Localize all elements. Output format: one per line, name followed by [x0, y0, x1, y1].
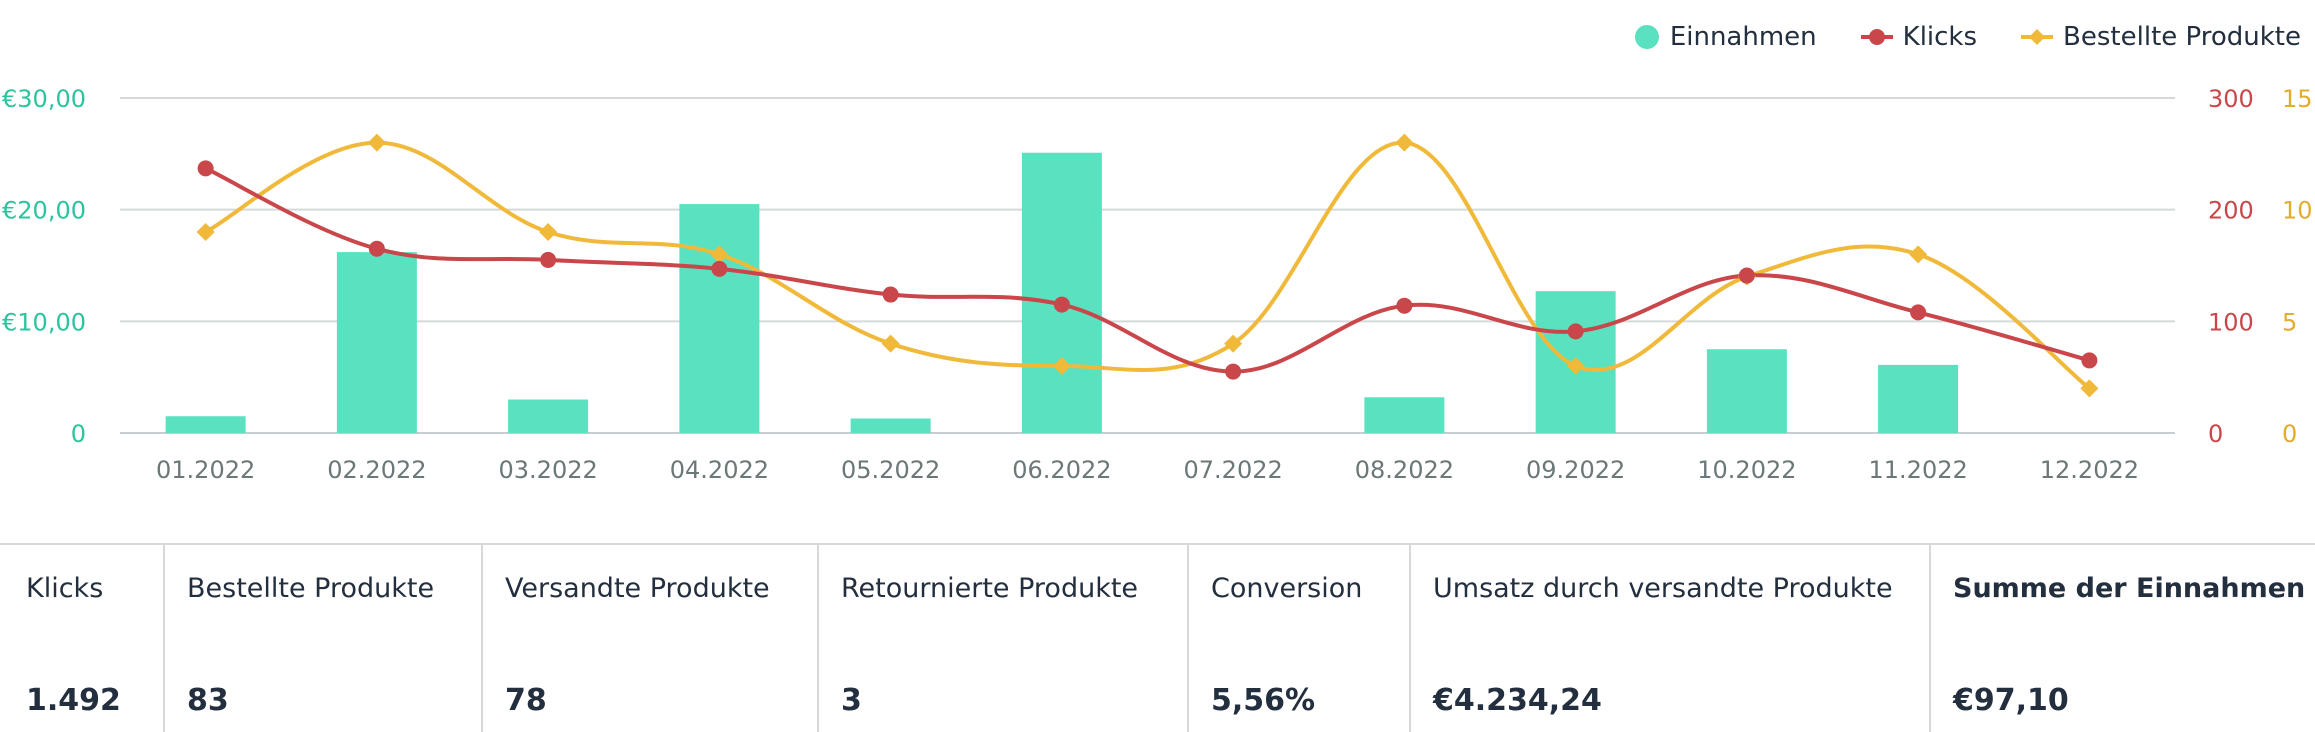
legend-label-clicks: Klicks [1902, 22, 1978, 52]
x-axis-tick-label: 04.2022 [670, 456, 769, 484]
point-klicks [711, 260, 728, 277]
right-axis-clicks-tick-label: 200 [2208, 197, 2254, 225]
metric-value: 5,56% [1211, 683, 1316, 718]
metric-label: Conversion [1211, 573, 1363, 604]
x-axis-tick-label: 09.2022 [1526, 456, 1625, 484]
legend-item-ordered[interactable]: Bestellte Produkte [2021, 22, 2301, 52]
point-klicks [1053, 296, 1070, 313]
x-axis-tick-label: 07.2022 [1184, 456, 1283, 484]
metric-label: Umsatz durch versandte Produkte [1433, 573, 1893, 604]
metric-label: Retournierte Produkte [841, 573, 1139, 604]
legend-item-revenue[interactable]: Einnahmen [1634, 22, 1817, 52]
point-klicks [1567, 323, 1584, 340]
x-axis-tick-label: 02.2022 [327, 456, 426, 484]
point-bestellte-produkte [881, 334, 900, 353]
bar-einnahmen [165, 416, 246, 433]
x-axis-tick-label: 11.2022 [1869, 456, 1968, 484]
point-klicks [1738, 267, 1755, 284]
chart-canvas: 0 €10,00 €20,00 €30,00 0 100 200 300 0 5 10 15 01.20… [2, 85, 2313, 484]
point-klicks [1396, 297, 1413, 314]
line-klicks [204, 166, 2090, 374]
right-axis-ordered-tick-label: 10 [2282, 197, 2313, 225]
point-klicks [197, 160, 214, 177]
x-axis-tick-label: 06.2022 [1012, 456, 1111, 484]
metric-label: Summe der Einnahmen [1953, 573, 2306, 604]
legend-line-circle-icon [1860, 29, 1893, 45]
point-klicks [882, 286, 899, 303]
metric-value: 83 [187, 683, 229, 718]
left-axis-tick-label: €30,00 [2, 85, 86, 113]
metric-label: Versandte Produkte [505, 573, 770, 604]
point-klicks [2081, 352, 2098, 369]
point-bestellte-produkte [367, 133, 386, 152]
left-axis-tick-label: €10,00 [2, 308, 86, 336]
right-axis-ordered-tick-label: 15 [2282, 85, 2313, 113]
metric-returned-products: Retournierte Produkte 3 [819, 545, 1189, 732]
point-bestellte-produkte [196, 223, 215, 241]
metric-value: 78 [505, 683, 547, 718]
point-bestellte-produkte [1224, 334, 1243, 353]
legend-label-ordered: Bestellte Produkte [2063, 22, 2301, 52]
bar-einnahmen [1878, 364, 1959, 433]
right-axis-ordered-tick-label: 5 [2282, 308, 2297, 336]
legend-line-diamond-icon [2021, 29, 2054, 45]
x-axis-tick-label: 10.2022 [1697, 456, 1796, 484]
point-bestellte-produkte [1909, 245, 1928, 264]
point-bestellte-produkte [1052, 357, 1071, 375]
x-axis-tick-label: 05.2022 [841, 456, 940, 484]
right-axis-clicks-tick-label: 300 [2208, 85, 2254, 113]
metric-ordered-products: Bestellte Produkte 83 [165, 545, 483, 732]
x-axis-tick-label: 01.2022 [156, 456, 255, 484]
metric-conversion: Conversion 5,56% [1189, 545, 1411, 732]
metric-revenue-shipped: Umsatz durch versandte Produkte €4.234,2… [1411, 545, 1931, 732]
legend-circle-icon [1634, 25, 1659, 49]
point-bestellte-produkte [539, 223, 558, 241]
point-bestellte-produkte [710, 245, 729, 264]
left-axis-tick-label: €20,00 [2, 197, 86, 225]
metric-value: €4.234,24 [1433, 683, 1602, 718]
right-axis-ordered-tick-label: 0 [2282, 420, 2297, 448]
point-bestellte-produkte [1566, 357, 1585, 375]
legend-item-clicks[interactable]: Klicks [1860, 22, 1978, 52]
metric-value: €97,10 [1953, 683, 2069, 718]
x-axis-tick-label: 12.2022 [2040, 456, 2139, 484]
bar-einnahmen [1706, 349, 1787, 433]
bar-einnahmen [1364, 397, 1445, 433]
metric-label: Bestellte Produkte [187, 573, 435, 604]
point-bestellte-produkte [1395, 133, 1414, 152]
right-axis-clicks-tick-label: 0 [2208, 420, 2223, 448]
point-klicks [368, 240, 385, 257]
bar-einnahmen [336, 252, 417, 433]
point-klicks [1225, 363, 1242, 380]
line-bestellte-produkte [204, 140, 2091, 390]
performance-chart: 0 €10,00 €20,00 €30,00 0 100 200 300 0 5 10 15 01.20… [2, 22, 2313, 484]
bar-einnahmen [850, 418, 931, 433]
metric-value: 3 [841, 683, 862, 718]
x-axis-tick-label: 03.2022 [499, 456, 598, 484]
point-bestellte-produkte [2080, 379, 2099, 398]
x-axis-tick-label: 08.2022 [1355, 456, 1454, 484]
metric-clicks: Klicks 1.492 [0, 545, 165, 732]
legend-label-revenue: Einnahmen [1669, 22, 1817, 52]
metric-value: 1.492 [26, 683, 121, 718]
point-klicks [540, 251, 557, 268]
chart-legend: Einnahmen Klicks Bestellte Produkte [1590, 22, 2301, 52]
right-axis-clicks-tick-label: 100 [2208, 308, 2254, 336]
bar-einnahmen [1021, 152, 1102, 433]
metrics-row: Klicks 1.492 Bestellte Produkte 83 Versa… [0, 543, 2315, 732]
metric-label: Klicks [26, 573, 104, 604]
point-klicks [1910, 304, 1927, 321]
metric-shipped-products: Versandte Produkte 78 [483, 545, 819, 732]
left-axis-tick-label: 0 [71, 420, 86, 448]
bar-einnahmen [508, 399, 589, 433]
bar-einnahmen [679, 204, 760, 433]
metric-total-earnings: Summe der Einnahmen €97,10 [1931, 545, 2315, 732]
